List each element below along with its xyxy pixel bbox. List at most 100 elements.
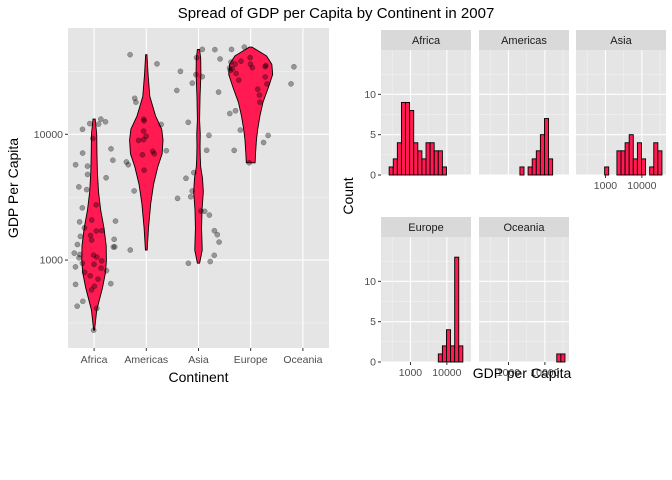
- histogram-bar: [454, 256, 460, 363]
- violin-y-axis-title: GDP Per Capita: [5, 138, 21, 238]
- data-point: [108, 145, 114, 152]
- data-point: [110, 157, 116, 164]
- data-point: [76, 219, 83, 225]
- histogram-bar: [437, 353, 443, 363]
- data-point: [140, 116, 147, 123]
- facet-panels: Africa 0 5 10 Americas Asia 1000 10000 Europe 0 5 1…: [364, 30, 666, 379]
- x-tick-label: 10000: [530, 367, 559, 379]
- data-point: [199, 46, 206, 53]
- data-point: [98, 265, 104, 271]
- data-point: [81, 269, 88, 276]
- histogram-bar: [400, 101, 406, 176]
- data-point: [158, 121, 165, 128]
- data-point: [226, 110, 233, 117]
- data-point: [206, 132, 212, 139]
- data-point: [89, 135, 96, 142]
- histogram-bar: [425, 142, 431, 176]
- data-point: [216, 239, 222, 245]
- histogram-bar: [636, 142, 642, 176]
- data-point: [174, 195, 181, 202]
- data-point: [97, 116, 104, 122]
- histogram-bar: [396, 142, 402, 176]
- jitter-points: [71, 44, 297, 334]
- data-point: [185, 119, 192, 126]
- x-tick-label: Africa: [81, 354, 108, 366]
- histogram-bar: [405, 101, 411, 176]
- data-point: [214, 231, 221, 238]
- data-point: [87, 272, 94, 279]
- data-point: [206, 212, 213, 218]
- histogram-bar: [616, 150, 622, 176]
- data-point: [151, 150, 158, 157]
- data-point: [211, 227, 218, 234]
- data-point: [123, 159, 130, 165]
- histogram-bar: [628, 134, 634, 176]
- data-point: [183, 175, 189, 182]
- facet-strip: [479, 30, 569, 50]
- histogram-bar: [620, 150, 626, 176]
- violin-x-ticks: Africa Americas Asia Europe Oceania: [81, 348, 323, 366]
- histogram-bar: [556, 353, 562, 363]
- facet-americas: Americas: [479, 30, 569, 176]
- facet-strip: [381, 217, 471, 237]
- data-point: [254, 86, 261, 93]
- data-point: [71, 250, 78, 256]
- data-point: [211, 252, 218, 259]
- histogram-bar: [417, 150, 423, 176]
- histogram-bar: [413, 142, 419, 176]
- x-tick-label: Americas: [124, 354, 168, 366]
- data-point: [262, 63, 269, 70]
- facet-strip: [381, 30, 471, 50]
- data-point: [246, 159, 253, 166]
- figure-title: Spread of GDP per Capita by Continent in…: [178, 5, 495, 22]
- y-tick-label: 5: [370, 129, 376, 141]
- data-point: [87, 232, 94, 239]
- histogram-bar: [421, 158, 427, 176]
- data-point: [91, 261, 97, 268]
- data-point: [79, 204, 86, 211]
- data-point: [79, 150, 86, 156]
- histogram-bar: [539, 134, 545, 176]
- facet-oceania: Oceania 1000 10000: [479, 217, 569, 379]
- x-tick-label: Asia: [188, 354, 209, 366]
- histogram-bar: [560, 353, 566, 363]
- data-point: [212, 46, 218, 53]
- data-point: [135, 137, 142, 144]
- facet-panel-background: [479, 237, 569, 362]
- histogram-bar: [649, 166, 655, 176]
- data-point: [103, 174, 109, 181]
- data-point: [185, 260, 192, 267]
- data-point: [84, 163, 91, 170]
- x-tick-label: Europe: [234, 354, 268, 366]
- data-point: [111, 243, 118, 250]
- histogram-bar: [437, 150, 443, 176]
- x-tick-label: 1000: [399, 367, 423, 379]
- data-point: [265, 132, 271, 139]
- histogram-bar: [653, 142, 659, 176]
- histogram-bar: [641, 158, 647, 176]
- data-point: [91, 283, 98, 290]
- data-point: [215, 89, 222, 95]
- data-point: [189, 188, 196, 194]
- data-point: [103, 267, 110, 274]
- data-point: [110, 244, 117, 250]
- data-point: [131, 95, 138, 102]
- facet-strip: [576, 30, 666, 50]
- data-point: [131, 188, 137, 194]
- data-point: [79, 260, 86, 267]
- data-point: [262, 74, 269, 80]
- data-point: [74, 303, 81, 310]
- data-point: [72, 161, 79, 168]
- data-point: [154, 60, 160, 67]
- data-point: [127, 247, 134, 253]
- data-point: [228, 46, 235, 53]
- data-point: [203, 147, 210, 154]
- data-point: [193, 54, 200, 61]
- histogram-bar: [604, 166, 610, 176]
- y-tick-label: 0: [370, 170, 376, 182]
- data-point: [173, 87, 180, 94]
- histogram-bar: [388, 166, 394, 176]
- x-tick-label: 1000: [594, 180, 618, 192]
- data-point: [233, 70, 239, 77]
